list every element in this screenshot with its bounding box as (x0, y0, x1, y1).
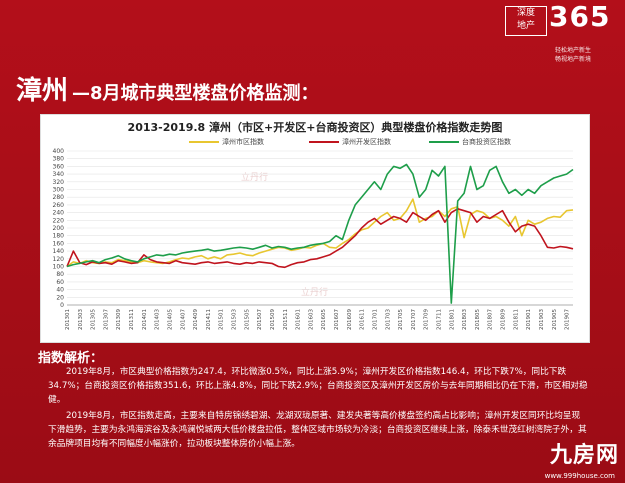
x-tick-label: 201605 (321, 309, 327, 330)
y-tick-label: 380 (53, 156, 65, 163)
legend-swatch-1 (189, 141, 219, 143)
x-tick-label: 201705 (398, 309, 404, 330)
x-tick-label: 201309 (116, 309, 122, 330)
x-tick-label: 201505 (244, 309, 250, 330)
x-tick-label: 201407 (180, 309, 186, 330)
brand-number: 365 (549, 0, 611, 33)
footer-logo: 九房网 (549, 443, 619, 468)
x-tick-label: 201411 (206, 309, 212, 330)
brand-box-line1: 深度 (516, 8, 535, 18)
x-tick-label: 201611 (360, 309, 366, 330)
y-tick-label: 220 (53, 217, 65, 224)
x-tick-label: 201401 (142, 309, 148, 330)
x-tick-label: 201305 (91, 309, 97, 330)
legend-label-3: 台商投资区指数 (462, 138, 511, 146)
brand-sub-line2: 畅视地产新境 (555, 56, 592, 63)
x-tick-label: 201509 (270, 309, 276, 330)
y-tick-label: 160 (53, 240, 65, 247)
x-tick-label: 201501 (219, 309, 225, 330)
analysis-heading: 指数解析： (38, 351, 104, 366)
x-tick-label: 201903 (539, 309, 545, 330)
analysis-paragraph-1: 2019年8月，市区典型价格指数为247.4，环比微涨0.5%，同比上涨5.9%… (48, 367, 588, 405)
footer-url: www.999house.com (544, 472, 615, 480)
x-tick-label: 201907 (565, 309, 571, 330)
legend-swatch-2 (309, 141, 339, 143)
y-tick-label: 0 (60, 302, 64, 309)
x-tick-label: 201503 (232, 309, 238, 330)
y-tick-label: 100 (53, 264, 65, 271)
y-tick-label: 360 (53, 163, 65, 170)
y-tick-label: 320 (53, 179, 65, 186)
y-tick-label: 400 (53, 148, 65, 155)
x-tick-label: 201803 (462, 309, 468, 330)
y-tick-label: 60 (56, 279, 64, 286)
watermark: 立丹行 (301, 288, 329, 298)
page-title: 漳州 —8月城市典型楼盘价格监测： (16, 70, 319, 107)
legend-item-3: 台商投资区指数 (429, 137, 511, 147)
y-tick-label: 20 (56, 294, 64, 301)
y-tick-label: 120 (53, 256, 65, 263)
y-tick-label: 300 (53, 187, 65, 194)
y-tick-label: 140 (53, 248, 65, 255)
brand-logo: 深度 地产 365 轻松地产新生 畅视地产新境 (505, 0, 617, 68)
y-tick-label: 200 (53, 225, 65, 232)
x-tick-label: 201409 (193, 309, 199, 330)
y-tick-label: 180 (53, 233, 65, 240)
x-tick-label: 201307 (103, 309, 109, 330)
x-tick-label: 201603 (308, 309, 314, 330)
x-tick-label: 201609 (347, 309, 353, 330)
y-tick-label: 240 (53, 210, 65, 217)
x-tick-label: 201607 (334, 309, 340, 330)
y-tick-label: 40 (56, 287, 64, 294)
analysis-paragraph-2: 2019年8月，市区指数走高，主要来自特房锦绣碧湖、龙湖双珑原著、建发央著等高价… (48, 411, 587, 449)
brand-subtitle: 轻松地产新生 畅视地产新境 (555, 46, 625, 64)
series-line-2 (66, 208, 574, 269)
x-tick-label: 201701 (372, 309, 378, 330)
brand-box-line2: 地产 (516, 21, 535, 31)
line-chart: 0204060801001201401601802002202402602803… (53, 148, 574, 330)
y-tick-label: 340 (53, 171, 65, 178)
analysis-section: 指数解析： 2019年8月，市区典型价格指数为247.4，环比微涨0.5%，同比… (0, 341, 625, 483)
chart-panel: 2013-2019.8 漳州（市区+开发区+台商投资区）典型楼盘价格指数走势图 … (40, 114, 590, 343)
legend-label-1: 漳州市区指数 (222, 138, 264, 146)
x-tick-label: 201403 (155, 309, 161, 330)
y-tick-label: 80 (56, 271, 64, 278)
y-tick-label: 280 (53, 194, 65, 201)
x-tick-label: 201901 (526, 309, 532, 330)
x-tick-label: 201303 (78, 309, 84, 330)
x-tick-label: 201709 (424, 309, 430, 330)
x-tick-label: 201807 (488, 309, 494, 330)
x-tick-label: 201311 (129, 309, 135, 330)
x-tick-label: 201511 (283, 309, 289, 330)
x-tick-label: 201811 (513, 309, 519, 330)
legend-label-2: 漳州开发区指数 (342, 138, 391, 146)
page-title-city: 漳州 (16, 76, 69, 106)
legend-swatch-3 (429, 141, 459, 143)
series-line-3 (66, 163, 574, 304)
x-tick-label: 201711 (436, 309, 442, 330)
legend-item-1: 漳州市区指数 (189, 137, 264, 147)
x-tick-label: 201809 (501, 309, 507, 330)
x-tick-label: 201301 (65, 309, 71, 330)
x-tick-label: 201805 (475, 309, 481, 330)
chart-title: 2013-2019.8 漳州（市区+开发区+台商投资区）典型楼盘价格指数走势图 (127, 121, 503, 134)
x-tick-label: 201905 (552, 309, 558, 330)
x-tick-label: 201707 (411, 309, 417, 330)
x-tick-label: 201801 (449, 309, 455, 330)
x-tick-label: 201507 (257, 309, 263, 330)
x-tick-label: 201405 (167, 309, 173, 330)
brand-sub-line1: 轻松地产新生 (555, 47, 592, 54)
legend-item-2: 漳州开发区指数 (309, 137, 391, 147)
x-tick-label: 201601 (296, 309, 302, 330)
y-tick-label: 260 (53, 202, 65, 209)
x-tick-label: 201703 (385, 309, 391, 330)
brand-box: 深度 地产 (505, 6, 547, 36)
watermark: 立丹行 (241, 173, 269, 183)
page-title-rest: —8月城市典型楼盘价格监测： (72, 83, 319, 104)
